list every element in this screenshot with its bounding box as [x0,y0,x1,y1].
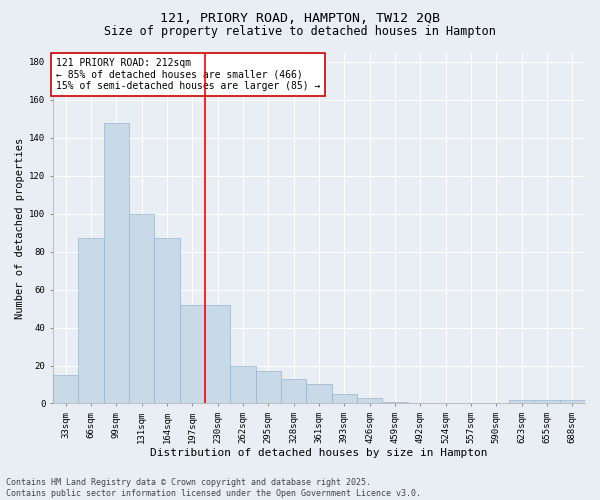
Bar [129,214,154,404]
Bar [205,305,230,404]
Bar [382,402,407,404]
Bar [53,375,78,404]
Bar [560,400,585,404]
Text: Size of property relative to detached houses in Hampton: Size of property relative to detached ho… [104,25,496,38]
Bar [357,398,382,404]
X-axis label: Distribution of detached houses by size in Hampton: Distribution of detached houses by size … [150,448,488,458]
Bar [306,384,332,404]
Bar [509,400,535,404]
Bar [179,305,205,404]
Text: 121, PRIORY ROAD, HAMPTON, TW12 2QB: 121, PRIORY ROAD, HAMPTON, TW12 2QB [160,12,440,26]
Text: Contains HM Land Registry data © Crown copyright and database right 2025.
Contai: Contains HM Land Registry data © Crown c… [6,478,421,498]
Bar [230,366,256,404]
Bar [332,394,357,404]
Bar [104,122,129,404]
Text: 121 PRIORY ROAD: 212sqm
← 85% of detached houses are smaller (466)
15% of semi-d: 121 PRIORY ROAD: 212sqm ← 85% of detache… [56,58,320,91]
Bar [256,371,281,404]
Bar [281,379,306,404]
Bar [154,238,179,404]
Bar [78,238,104,404]
Y-axis label: Number of detached properties: Number of detached properties [15,138,25,318]
Bar [535,400,560,404]
